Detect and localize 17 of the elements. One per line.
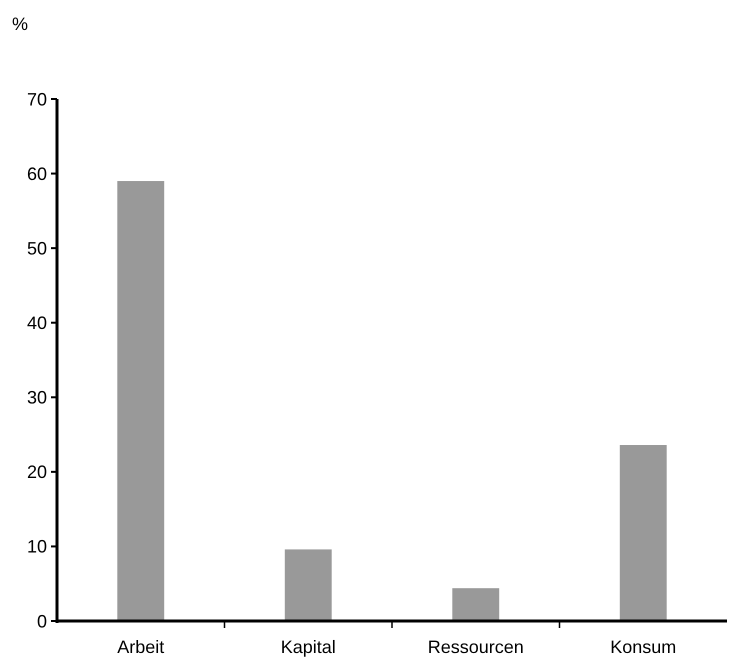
y-tick-label: 70 [26, 89, 47, 110]
y-tick-label: 0 [36, 611, 47, 632]
y-tick-label: 10 [26, 536, 47, 557]
x-tick-label: Kapital [280, 637, 336, 657]
bar [452, 588, 500, 621]
y-tick-label: 20 [26, 462, 47, 482]
bar [284, 549, 332, 621]
y-axis-title: % [12, 14, 28, 34]
x-tick-label: Ressourcen [428, 637, 524, 657]
x-tick-label: Arbeit [117, 637, 164, 657]
y-tick-label: 30 [26, 388, 47, 408]
y-tick-label: 40 [26, 313, 47, 334]
bar [117, 181, 164, 621]
x-tick-label: Konsum [610, 637, 676, 657]
y-tick-label: 50 [26, 238, 47, 258]
y-tick-label: 60 [26, 164, 47, 184]
bar [620, 445, 667, 621]
